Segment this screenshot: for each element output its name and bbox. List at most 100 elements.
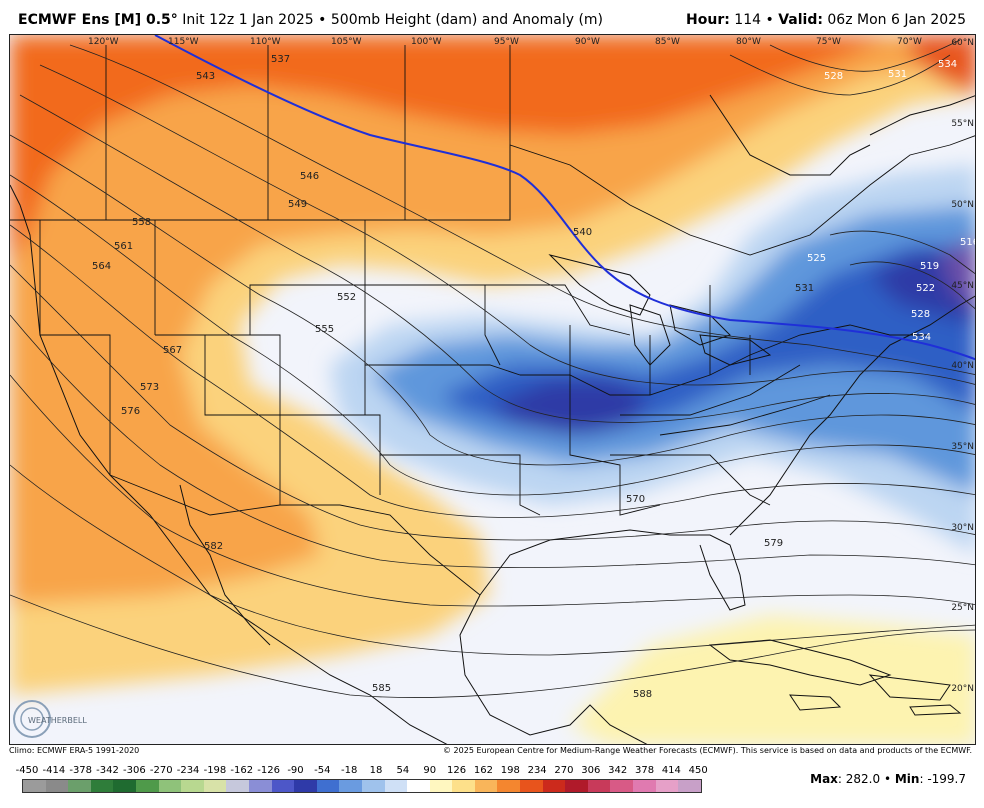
contour-label: 567 <box>163 345 182 356</box>
latitude-label: 55°N <box>951 119 974 129</box>
latitude-label: 30°N <box>951 523 974 533</box>
positive-anomaly-field <box>10 35 975 744</box>
scale-swatch <box>429 780 453 792</box>
scale-label: -54 <box>314 765 331 776</box>
contour-label: 531 <box>795 283 814 294</box>
contour-label: 579 <box>764 538 783 549</box>
max-min-readout: Max: 282.0 • Min: -199.7 <box>810 772 966 786</box>
longitude-label: 115°W <box>168 37 199 47</box>
longitude-label: 85°W <box>655 37 680 47</box>
scale-swatch <box>542 780 566 792</box>
scale-label: 126 <box>447 765 467 776</box>
contour-label: 546 <box>300 171 319 182</box>
max-label: Max <box>810 772 838 786</box>
scale-swatch <box>90 780 114 792</box>
contour-label: 528 <box>911 309 930 320</box>
max-value: 282.0 <box>845 772 881 786</box>
longitude-label: 90°W <box>575 37 600 47</box>
map-footer: Climo: ECMWF ERA-5 1991-2020 © 2025 Euro… <box>0 746 984 808</box>
scale-swatch <box>271 780 295 792</box>
forecast-map: 543 537 546 549 558 561 564 552 555 567 … <box>9 34 976 745</box>
longitude-labels: 120°W 115°W 110°W 105°W 100°W 95°W 90°W … <box>88 37 922 47</box>
latitude-label: 25°N <box>951 603 974 613</box>
contour-label: 558 <box>132 217 151 228</box>
scale-label: 270 <box>554 765 574 776</box>
longitude-label: 110°W <box>250 37 281 47</box>
latitude-label: 50°N <box>951 200 974 210</box>
longitude-label: 95°W <box>494 37 519 47</box>
scale-swatch <box>384 780 408 792</box>
svg-text:WEATHERBELL: WEATHERBELL <box>28 716 87 725</box>
contour-label: 528 <box>824 71 843 82</box>
longitude-label: 75°W <box>816 37 841 47</box>
latitude-label: 60°N <box>951 38 974 48</box>
model-name: ECMWF Ens [M] 0.5 <box>18 12 171 28</box>
color-scale-bar <box>22 779 702 793</box>
copyright-note: © 2025 European Centre for Medium-Range … <box>443 746 972 755</box>
scale-swatch <box>45 780 69 792</box>
map-title: ECMWF Ens [M] 0.5° Init 12z 1 Jan 2025 •… <box>18 12 603 28</box>
init-time: Init 12z 1 Jan 2025 <box>182 12 314 28</box>
weatherbell-logo: WEATHERBELL <box>13 700 87 738</box>
contour-label: 522 <box>916 283 935 294</box>
contour-label: 585 <box>372 683 391 694</box>
contour-label: 576 <box>121 406 140 417</box>
scale-label: -162 <box>230 765 254 776</box>
scale-label: 342 <box>608 765 628 776</box>
contour-label: 573 <box>140 382 159 393</box>
scale-label: 450 <box>688 765 708 776</box>
map-header: ECMWF Ens [M] 0.5° Init 12z 1 Jan 2025 •… <box>0 0 984 34</box>
scale-swatch <box>452 780 475 792</box>
scale-label: 162 <box>473 765 493 776</box>
scale-label: -90 <box>287 765 304 776</box>
scale-label: 414 <box>661 765 681 776</box>
scale-swatch <box>113 780 136 792</box>
scale-swatch <box>226 780 249 792</box>
contour-label: 519 <box>920 261 939 272</box>
contour-label: 588 <box>633 689 652 700</box>
longitude-label: 120°W <box>88 37 119 47</box>
valid-bullet: • <box>765 12 774 28</box>
scale-label: -414 <box>42 765 66 776</box>
scale-swatch <box>181 780 204 792</box>
scale-label: 378 <box>634 765 655 776</box>
latitude-label: 45°N <box>951 281 974 291</box>
latitude-labels: 60°N 55°N 50°N 45°N 40°N 35°N 30°N 25°N … <box>951 38 974 694</box>
longitude-label: 105°W <box>331 37 362 47</box>
scale-swatch <box>474 780 498 792</box>
contour-label: 540 <box>573 227 592 238</box>
contour-label: 543 <box>196 71 215 82</box>
latitude-label: 20°N <box>951 684 974 694</box>
hour-label: Hour: <box>686 12 730 28</box>
contour-label: 570 <box>626 494 645 505</box>
scale-label: -18 <box>341 765 358 776</box>
longitude-label: 80°W <box>736 37 761 47</box>
scale-swatch <box>497 780 521 792</box>
scale-swatch <box>23 780 46 792</box>
scale-label: -126 <box>257 765 280 776</box>
field-name: 500mb Height (dam) and Anomaly (m) <box>330 12 604 28</box>
latitude-label: 40°N <box>951 361 974 371</box>
contour-label: 552 <box>337 292 356 303</box>
scale-swatch <box>203 780 227 792</box>
scale-swatch <box>248 780 272 792</box>
contour-label: 555 <box>315 324 334 335</box>
scale-label: -450 <box>15 765 39 776</box>
scale-label: 234 <box>527 765 547 776</box>
climo-note: Climo: ECMWF ERA-5 1991-2020 <box>9 746 140 755</box>
contour-label: 582 <box>204 541 223 552</box>
scale-label: -306 <box>123 765 146 776</box>
scale-label: -270 <box>149 765 173 776</box>
min-label: Min <box>894 772 920 786</box>
latitude-label: 35°N <box>951 442 974 452</box>
scale-swatch <box>565 780 588 792</box>
scale-swatch <box>587 780 611 792</box>
longitude-label: 100°W <box>411 37 442 47</box>
contour-label: 537 <box>271 54 290 65</box>
contour-label: 534 <box>938 59 957 70</box>
contour-label: 564 <box>92 261 111 272</box>
map-canvas: 543 537 546 549 558 561 564 552 555 567 … <box>10 35 975 744</box>
scale-label: 198 <box>500 765 520 776</box>
valid-label: Valid: <box>778 12 823 28</box>
scale-swatch <box>633 780 656 792</box>
